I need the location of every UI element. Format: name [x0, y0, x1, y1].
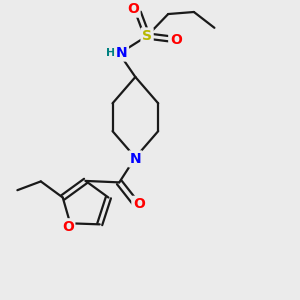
Text: O: O: [62, 220, 74, 234]
Text: O: O: [133, 197, 145, 211]
Text: N: N: [130, 152, 141, 166]
Text: O: O: [170, 32, 182, 46]
Text: H: H: [106, 48, 116, 58]
Text: O: O: [127, 2, 139, 16]
Text: S: S: [142, 29, 152, 43]
Text: N: N: [116, 46, 127, 60]
